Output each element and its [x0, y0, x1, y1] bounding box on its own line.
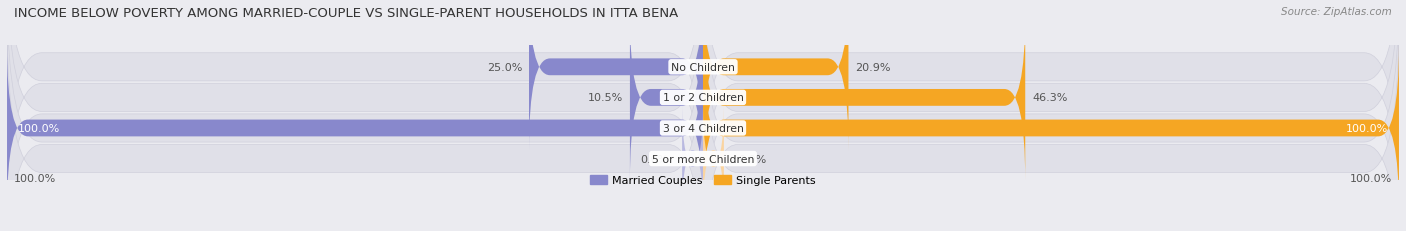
Text: 5 or more Children: 5 or more Children — [652, 154, 754, 164]
Text: 25.0%: 25.0% — [486, 63, 522, 73]
Text: No Children: No Children — [671, 63, 735, 73]
Text: 1 or 2 Children: 1 or 2 Children — [662, 93, 744, 103]
Text: 46.3%: 46.3% — [1032, 93, 1067, 103]
FancyBboxPatch shape — [7, 21, 703, 231]
FancyBboxPatch shape — [630, 15, 703, 181]
FancyBboxPatch shape — [703, 0, 1399, 231]
Text: 0.0%: 0.0% — [738, 154, 766, 164]
FancyBboxPatch shape — [7, 46, 703, 211]
FancyBboxPatch shape — [703, 0, 1399, 231]
FancyBboxPatch shape — [682, 106, 703, 211]
Legend: Married Couples, Single Parents: Married Couples, Single Parents — [591, 175, 815, 185]
FancyBboxPatch shape — [7, 0, 703, 206]
Text: Source: ZipAtlas.com: Source: ZipAtlas.com — [1281, 7, 1392, 17]
Text: 3 or 4 Children: 3 or 4 Children — [662, 123, 744, 133]
FancyBboxPatch shape — [703, 46, 1399, 211]
Text: 10.5%: 10.5% — [588, 93, 623, 103]
FancyBboxPatch shape — [703, 21, 1399, 231]
Text: INCOME BELOW POVERTY AMONG MARRIED-COUPLE VS SINGLE-PARENT HOUSEHOLDS IN ITTA BE: INCOME BELOW POVERTY AMONG MARRIED-COUPL… — [14, 7, 678, 20]
FancyBboxPatch shape — [7, 0, 703, 231]
Text: 100.0%: 100.0% — [1350, 173, 1392, 183]
FancyBboxPatch shape — [703, 0, 1399, 206]
Text: 100.0%: 100.0% — [1347, 123, 1389, 133]
Text: 0.0%: 0.0% — [640, 154, 668, 164]
FancyBboxPatch shape — [7, 0, 703, 231]
Text: 20.9%: 20.9% — [855, 63, 891, 73]
FancyBboxPatch shape — [703, 106, 724, 211]
FancyBboxPatch shape — [703, 0, 848, 150]
FancyBboxPatch shape — [529, 0, 703, 150]
Text: 100.0%: 100.0% — [14, 173, 56, 183]
FancyBboxPatch shape — [703, 15, 1025, 181]
Text: 100.0%: 100.0% — [17, 123, 59, 133]
